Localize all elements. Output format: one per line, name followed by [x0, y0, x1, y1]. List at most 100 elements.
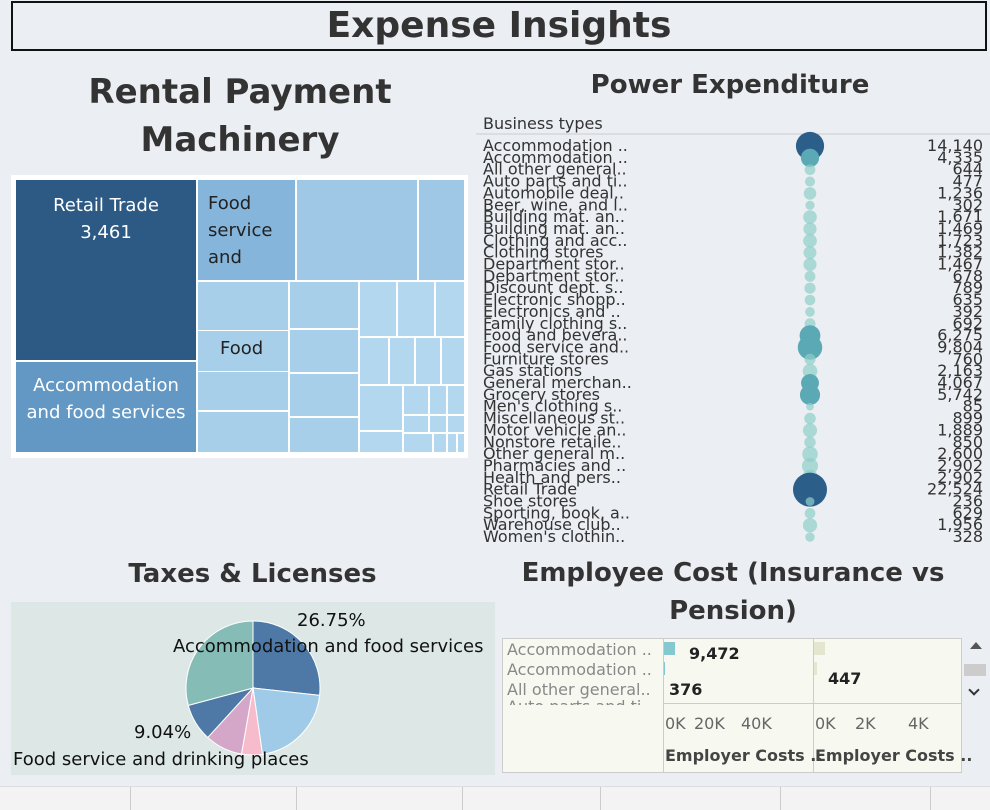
power-value-label: 899: [952, 409, 983, 428]
power-category-label: Sporting, book, a..: [483, 503, 630, 522]
pension-bar[interactable]: [814, 662, 817, 675]
employee-scrollbar[interactable]: [964, 640, 986, 700]
treemap-cell[interactable]: [359, 431, 403, 453]
treemap-cell[interactable]: [289, 329, 359, 373]
treemap-cell[interactable]: [429, 385, 447, 415]
rental-title: Rental Payment Machinery: [20, 68, 460, 164]
power-value-label: 850: [952, 432, 983, 451]
treemap-cell[interactable]: [389, 337, 415, 385]
power-category-label: All other general..: [483, 160, 627, 179]
power-value-label: 5,742: [937, 385, 983, 404]
power-value-label: 477: [952, 172, 983, 191]
power-value-label: 1,469: [937, 219, 983, 238]
rental-title-line1: Rental Payment: [88, 72, 392, 112]
treemap-cell[interactable]: [289, 373, 359, 417]
treemap-cell[interactable]: [435, 281, 465, 337]
power-category-label: Pharmacies and ..: [483, 456, 626, 475]
treemap-cell[interactable]: [457, 433, 465, 453]
scroll-up-icon[interactable]: [970, 642, 982, 649]
tab-separator: [780, 787, 781, 810]
power-value-label: 789: [952, 278, 983, 297]
treemap-cell[interactable]: [197, 371, 289, 411]
scroll-thumb[interactable]: [964, 664, 986, 676]
treemap-cell[interactable]: [403, 415, 429, 433]
power-dot: [804, 353, 816, 365]
treemap-cell[interactable]: [359, 281, 397, 337]
power-dot: [803, 187, 817, 200]
treemap-cell[interactable]: [447, 415, 465, 433]
power-category-label: Food service and..: [483, 337, 629, 356]
pie-label-pct-2: 9.04%: [134, 722, 192, 743]
power-category-label: Food and bevera..: [483, 326, 628, 345]
treemap-cell[interactable]: [441, 337, 465, 385]
power-value-label: 4,335: [937, 148, 983, 167]
treemap-cell[interactable]: [359, 385, 403, 431]
treemap-cell[interactable]: [403, 433, 433, 453]
power-category-label: Accommodation ..: [483, 148, 628, 167]
treemap-cell[interactable]: [418, 179, 465, 281]
power-dot: [804, 294, 816, 306]
dashboard-title: Expense Insights: [11, 1, 987, 51]
power-category-label: Building mat. an..: [483, 207, 625, 226]
treemap-cell[interactable]: [433, 433, 447, 453]
power-dot: [802, 446, 818, 462]
power-dot: [802, 518, 818, 533]
treemap-cell[interactable]: [397, 281, 435, 337]
treemap-cell[interactable]: [289, 281, 359, 329]
power-category-label: Building mat. an..: [483, 219, 625, 238]
treemap-cell[interactable]: [197, 281, 289, 331]
power-dot: [804, 176, 816, 187]
power-value-label: 629: [952, 503, 983, 522]
power-dot: [804, 436, 816, 448]
power-value-label: 760: [952, 349, 983, 368]
scroll-down-icon[interactable]: [968, 684, 980, 696]
power-value-label: 1,467: [937, 255, 983, 274]
insurance-bar[interactable]: [664, 642, 676, 655]
pension-value: 447: [828, 669, 862, 688]
treemap-cell[interactable]: [296, 179, 418, 281]
power-category-label: Electronic shopp..: [483, 290, 626, 309]
tab-separator: [296, 787, 297, 810]
power-category-label: Retail Trade: [483, 480, 577, 499]
treemap-cell[interactable]: [447, 385, 465, 415]
power-category-label: Nonstore retaile..: [483, 432, 622, 451]
power-value-label: 6,275: [937, 326, 983, 345]
insurance-tick: 40K: [741, 714, 772, 733]
treemap-cell[interactable]: [429, 415, 447, 433]
power-value-label: 2,902: [937, 468, 983, 487]
treemap-cell[interactable]: [197, 411, 289, 453]
treemap-cell[interactable]: [447, 433, 457, 453]
power-dot: [799, 384, 821, 405]
treemap-retail-trade[interactable]: Retail Trade 3,461: [15, 179, 197, 361]
power-category-label: Department stor..: [483, 255, 625, 274]
taxes-title: Taxes & Licenses: [128, 559, 377, 589]
power-value-label: 1,382: [937, 243, 983, 262]
power-value-label: 1,236: [937, 183, 983, 202]
power-dot-plot: Business types Accommodation ..Accommodat…: [476, 114, 990, 542]
power-dot: [804, 164, 816, 176]
treemap-cell[interactable]: [289, 417, 359, 453]
pie-slice: [252, 620, 321, 696]
power-dot: [803, 246, 817, 260]
power-dot: [805, 200, 815, 210]
treemap-accommodation[interactable]: Accommodation and food services: [15, 361, 197, 453]
power-value-label: 328: [952, 527, 983, 542]
insurance-bar[interactable]: [664, 662, 665, 675]
treemap-cell[interactable]: [403, 385, 429, 415]
treemap-food-label: Food: [220, 338, 264, 359]
treemap-retail-value: 3,461: [80, 222, 132, 243]
treemap-cell[interactable]: [415, 337, 441, 385]
power-dot: [800, 148, 820, 167]
treemap-cell[interactable]: [359, 337, 389, 385]
power-dot: [805, 307, 815, 317]
treemap-food-service-line1: Food: [208, 193, 252, 214]
tab-separator: [130, 787, 131, 810]
employee-title-line1: Employee Cost (Insurance vs: [521, 558, 945, 588]
treemap-food-service[interactable]: Food service and: [197, 179, 296, 281]
pension-bar[interactable]: [814, 642, 825, 655]
pension-tick: 0K: [815, 714, 836, 733]
power-value-label: 678: [952, 266, 983, 285]
pie-label-name-1: Accommodation and food services: [173, 636, 484, 657]
pension-tick: 2K: [855, 714, 876, 733]
emp-row-label: Accommodation ..: [507, 640, 652, 659]
